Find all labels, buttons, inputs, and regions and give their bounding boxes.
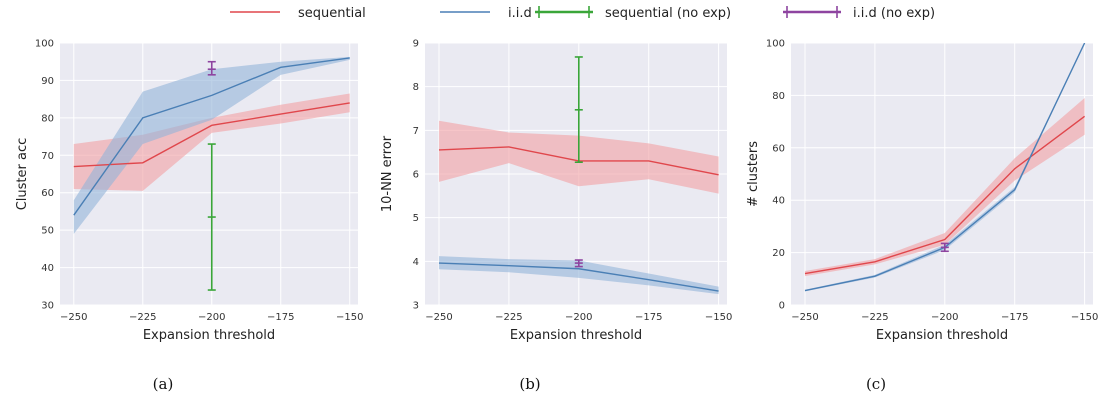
y-tick-label: 100 [35,39,54,50]
line-sequential [804,115,1086,275]
errorbar-i-i-d-no-exp [940,242,949,253]
x-tick-label: −175 [267,312,294,323]
band-sequential [804,98,1085,277]
panel-caption: (c) [866,375,886,393]
legend-label: i.i.d [508,6,532,21]
y-tick-label: 50 [41,226,54,237]
plot-content [438,56,719,295]
y-tick-label: 40 [41,263,54,274]
line-i-i-d [73,57,350,216]
y-tick-label: 100 [766,39,785,50]
y-axis-label: 10-NN error [380,135,395,212]
y-tick-label: 8 [413,82,419,93]
legend-label: sequential [298,6,366,21]
chart-panel-a: −250 −225 −200 −175 −150 30 40 50 60 70 80 90 100 Exp… [15,39,363,394]
y-tick-label: 5 [413,213,419,224]
plot-content [804,43,1086,292]
line-sequential [73,102,350,168]
errorbar-i-i-d-no-exp [207,60,216,76]
x-axis-label: Expansion threshold [876,328,1008,343]
y-tick-label: 20 [772,248,785,259]
legend-label: sequential (no exp) [605,6,731,21]
x-tick-label: −225 [495,312,522,323]
x-tick-label: −200 [565,312,592,323]
x-tick-label: −200 [931,312,958,323]
legend-entry-i-i-d: i.i.d [440,6,532,21]
y-tick-label: 90 [41,76,54,87]
legend-entry-sequential: sequential [230,6,366,21]
y-tick-label: 60 [772,143,785,154]
x-axis-label: Expansion threshold [510,328,642,343]
plot-area [791,43,1093,305]
y-tick-label: 60 [41,188,54,199]
legend-label: i.i.d (no exp) [853,6,935,21]
x-tick-label: −150 [705,312,732,323]
x-tick-label: −250 [791,312,818,323]
legend: sequential i.i.d sequential (no exp) i.i.d … [230,6,935,21]
legend-entry-sequential-no-exp: sequential (no exp) [535,6,731,21]
plot-content [73,56,350,291]
x-tick-label: −225 [129,312,156,323]
y-tick-label: 7 [413,126,419,137]
y-tick-label: 80 [772,91,785,102]
errorbar-i-i-d-no-exp [574,259,583,268]
y-axis-label: Cluster acc [15,138,30,211]
line-i-i-d [438,262,719,292]
y-tick-label: 80 [41,113,54,124]
x-tick-label: −250 [425,312,452,323]
x-axis-label: Expansion threshold [143,328,275,343]
x-tick-label: −250 [60,312,87,323]
panel-caption: (a) [153,375,174,393]
errorbar-sequential-no-exp [207,143,216,291]
y-tick-label: 0 [779,301,785,312]
chart-panel-b: −250 −225 −200 −175 −150 3 4 5 6 7 8 9 Expansion thr… [380,39,732,394]
errorbar-sequential-no-exp [574,56,583,164]
band-sequential [73,93,350,191]
x-tick-label: −175 [1001,312,1028,323]
y-tick-label: 30 [41,301,54,312]
x-tick-label: −175 [635,312,662,323]
y-axis-label: # clusters [746,141,761,207]
y-tick-label: 4 [413,257,419,268]
x-tick-label: −200 [198,312,225,323]
x-tick-label: −225 [861,312,888,323]
y-tick-label: 70 [41,151,54,162]
y-tick-label: 40 [772,196,785,207]
x-tick-label: −150 [1071,312,1098,323]
y-tick-label: 9 [413,39,419,50]
x-tick-label: −150 [336,312,363,323]
chart-panel-c: −250 −225 −200 −175 −150 0 20 40 60 80 100 Expansio… [746,39,1098,394]
y-tick-label: 6 [413,170,419,181]
chart-panels: −250 −225 −200 −175 −15030405060708090100Exp… [15,39,1098,394]
legend-entry-i-i-d-no-exp: i.i.d (no exp) [783,6,935,21]
panel-caption: (b) [519,375,540,393]
band-i-i-d [73,56,350,234]
y-tick-label: 3 [413,301,419,312]
